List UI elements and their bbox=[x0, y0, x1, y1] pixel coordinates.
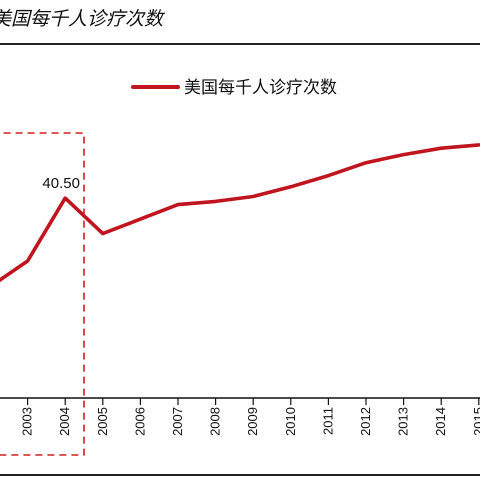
legend: 美国每千人诊疗次数 bbox=[131, 78, 337, 98]
x-axis: 2002200320042005200620072008200920102011… bbox=[0, 397, 480, 436]
x-tick-label: 2014 bbox=[433, 407, 448, 436]
series-layer bbox=[0, 143, 480, 283]
x-tick-label: 2005 bbox=[95, 407, 110, 436]
x-tick-label: 2003 bbox=[20, 407, 35, 436]
x-tick-label: 2008 bbox=[208, 407, 223, 436]
x-tick-label: 2007 bbox=[170, 407, 185, 436]
x-tick-label: 2010 bbox=[283, 407, 298, 436]
annotation-layer: 40.50 bbox=[42, 175, 80, 192]
x-tick-label: 2006 bbox=[132, 407, 147, 436]
series-line bbox=[0, 143, 480, 283]
x-tick-label: 2015 bbox=[471, 407, 480, 436]
bottom-rule bbox=[0, 474, 480, 476]
highlight-layer bbox=[0, 132, 85, 456]
data-label: 40.50 bbox=[42, 175, 80, 192]
x-tick-label: 2012 bbox=[358, 407, 373, 436]
page-title-text: 美国每千人诊疗次数 bbox=[0, 8, 164, 30]
x-tick-label: 2009 bbox=[245, 407, 260, 436]
legend-label: 美国每千人诊疗次数 bbox=[184, 78, 337, 98]
top-rule bbox=[0, 43, 480, 45]
page-title: 美国每千人诊疗次数 bbox=[0, 4, 480, 34]
x-tick-label: 2011 bbox=[320, 407, 335, 435]
x-tick-label: 2004 bbox=[57, 407, 72, 436]
highlight-box bbox=[0, 132, 85, 456]
x-tick-label: 2013 bbox=[396, 407, 411, 436]
